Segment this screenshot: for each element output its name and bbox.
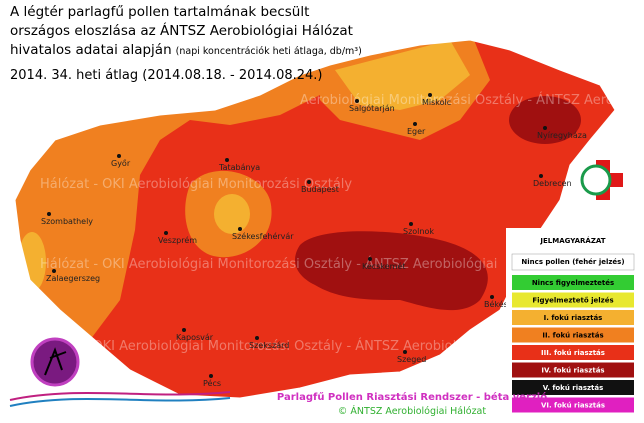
legend-title: JELMAGYARÁZAT (539, 236, 605, 245)
city-label: Kecskemét (362, 261, 405, 271)
city-dot (209, 374, 213, 378)
city-label: Zalaegerszeg (46, 274, 100, 283)
city-dot (255, 336, 259, 340)
city-label: Győr (111, 159, 131, 168)
cross-logo (580, 160, 623, 200)
legend-label: III. fokú riasztás (541, 349, 605, 357)
watermark: Hálózat - OKI Aerobiológiai Monitorozási… (40, 256, 497, 272)
city-label: Budapest (301, 185, 339, 194)
city-dot (47, 212, 51, 216)
zone-1 (214, 194, 250, 234)
logo-wave (9, 397, 231, 407)
legend-swatch (512, 292, 634, 308)
city-label: Tatabánya (218, 163, 260, 172)
logo-head (580, 164, 612, 196)
legend-label: Figyelmeztető jelzés (532, 296, 613, 305)
title-line: hivatalos adatai alapján (napi koncentrác… (10, 42, 362, 58)
legend-label: VI. fokú riasztás (541, 402, 605, 410)
city-label: Szombathely (41, 217, 93, 226)
cities: Miskolc Salgótarján Eger Nyíregyháza Győr Tat… (41, 93, 587, 388)
legend-label: I. fokú riasztás (544, 314, 603, 322)
period: 2014. 34. heti átlag (2014.08.18. - 2014… (10, 68, 323, 83)
legend-label: V. fokú riasztás (543, 384, 604, 392)
legend-label: IV. fokú riasztás (541, 367, 604, 375)
title-line: országos eloszlása az ÁNTSZ Aerobiológia… (10, 22, 353, 39)
title-line: A légtér parlagfű pollen tartalmának bec… (10, 4, 309, 20)
city-dot (117, 154, 121, 158)
zone-4 (295, 231, 488, 311)
legend-swatch (512, 275, 634, 290)
zone-1 (335, 40, 470, 110)
logo-plant (44, 347, 67, 376)
city-dot (409, 222, 413, 226)
city-dot (307, 180, 311, 184)
footer-copyright: © ÁNTSZ Aerobiológiai Hálózat (338, 405, 486, 417)
city-label: Salgótarján (349, 103, 395, 113)
city-dot (539, 174, 543, 178)
city-dot (368, 257, 372, 261)
watermark: Aerobiológiai Monitorozási Osztály - ÁNT… (300, 92, 644, 108)
city-label: Eger (407, 127, 426, 136)
legend-swatch (512, 310, 634, 325)
zone-4 (509, 96, 581, 144)
city-label: Veszprém (158, 235, 197, 245)
city-label: Szekszárd (249, 341, 289, 350)
legend-swatch (511, 253, 635, 271)
watermark: álózat - OKI Aerobiológiai Monitorozási … (40, 338, 488, 354)
legend-swatch (512, 345, 634, 360)
city-dot (355, 99, 359, 103)
city-dot (543, 126, 547, 130)
city-dot (403, 350, 407, 354)
city-dot (490, 295, 494, 299)
city-label: Kaposvár (176, 333, 214, 342)
legend-label: Nincs figyelmeztetés (532, 279, 614, 287)
city-dot (52, 269, 56, 273)
title-note: (napi koncentrációk heti átlaga, db/m³) (176, 46, 362, 57)
city-label: Nyíregyháza (537, 131, 587, 140)
city-label: Szolnok (403, 227, 434, 236)
city-dot (413, 122, 417, 126)
watermarks: Aerobiológiai Monitorozási Osztály - ÁNT… (40, 92, 644, 354)
city-label: Debrecen (533, 179, 572, 188)
watermark: Hálózat - OKI Aerobiológiai Monitorozási… (40, 177, 352, 192)
city-dot (238, 227, 242, 231)
logo-circle (30, 337, 80, 387)
legend-label: II. fokú riasztás (542, 332, 603, 340)
legend-swatch (512, 362, 634, 378)
city-label: Székesfehérvár (232, 231, 294, 241)
legend-swatch (512, 380, 634, 395)
city-dot (428, 93, 432, 97)
bottom-logo (9, 337, 231, 407)
logo-wave (9, 391, 231, 401)
city-label: Szeged (397, 355, 426, 364)
city-dot (164, 231, 168, 235)
city-dot (225, 158, 229, 162)
legend-items: Nincs figyelmeztetés Figyelmeztető jelzés… (512, 275, 634, 413)
border (14, 39, 616, 399)
title-line: hivatalos adatai alapján (10, 42, 172, 58)
footer-system: Parlagfű Pollen Riasztási Rendszer - bét… (277, 391, 547, 403)
legend-swatch (512, 327, 634, 343)
city-label: Miskolc (422, 98, 451, 107)
legend: JELMAGYARÁZAT Nincs pollen (fehér jelzés… (506, 228, 640, 418)
city-label: Pécs (203, 378, 221, 388)
city-dot (182, 328, 186, 332)
legend-label: Nincs pollen (fehér jelzés) (521, 258, 624, 266)
legend-swatch (512, 397, 634, 413)
